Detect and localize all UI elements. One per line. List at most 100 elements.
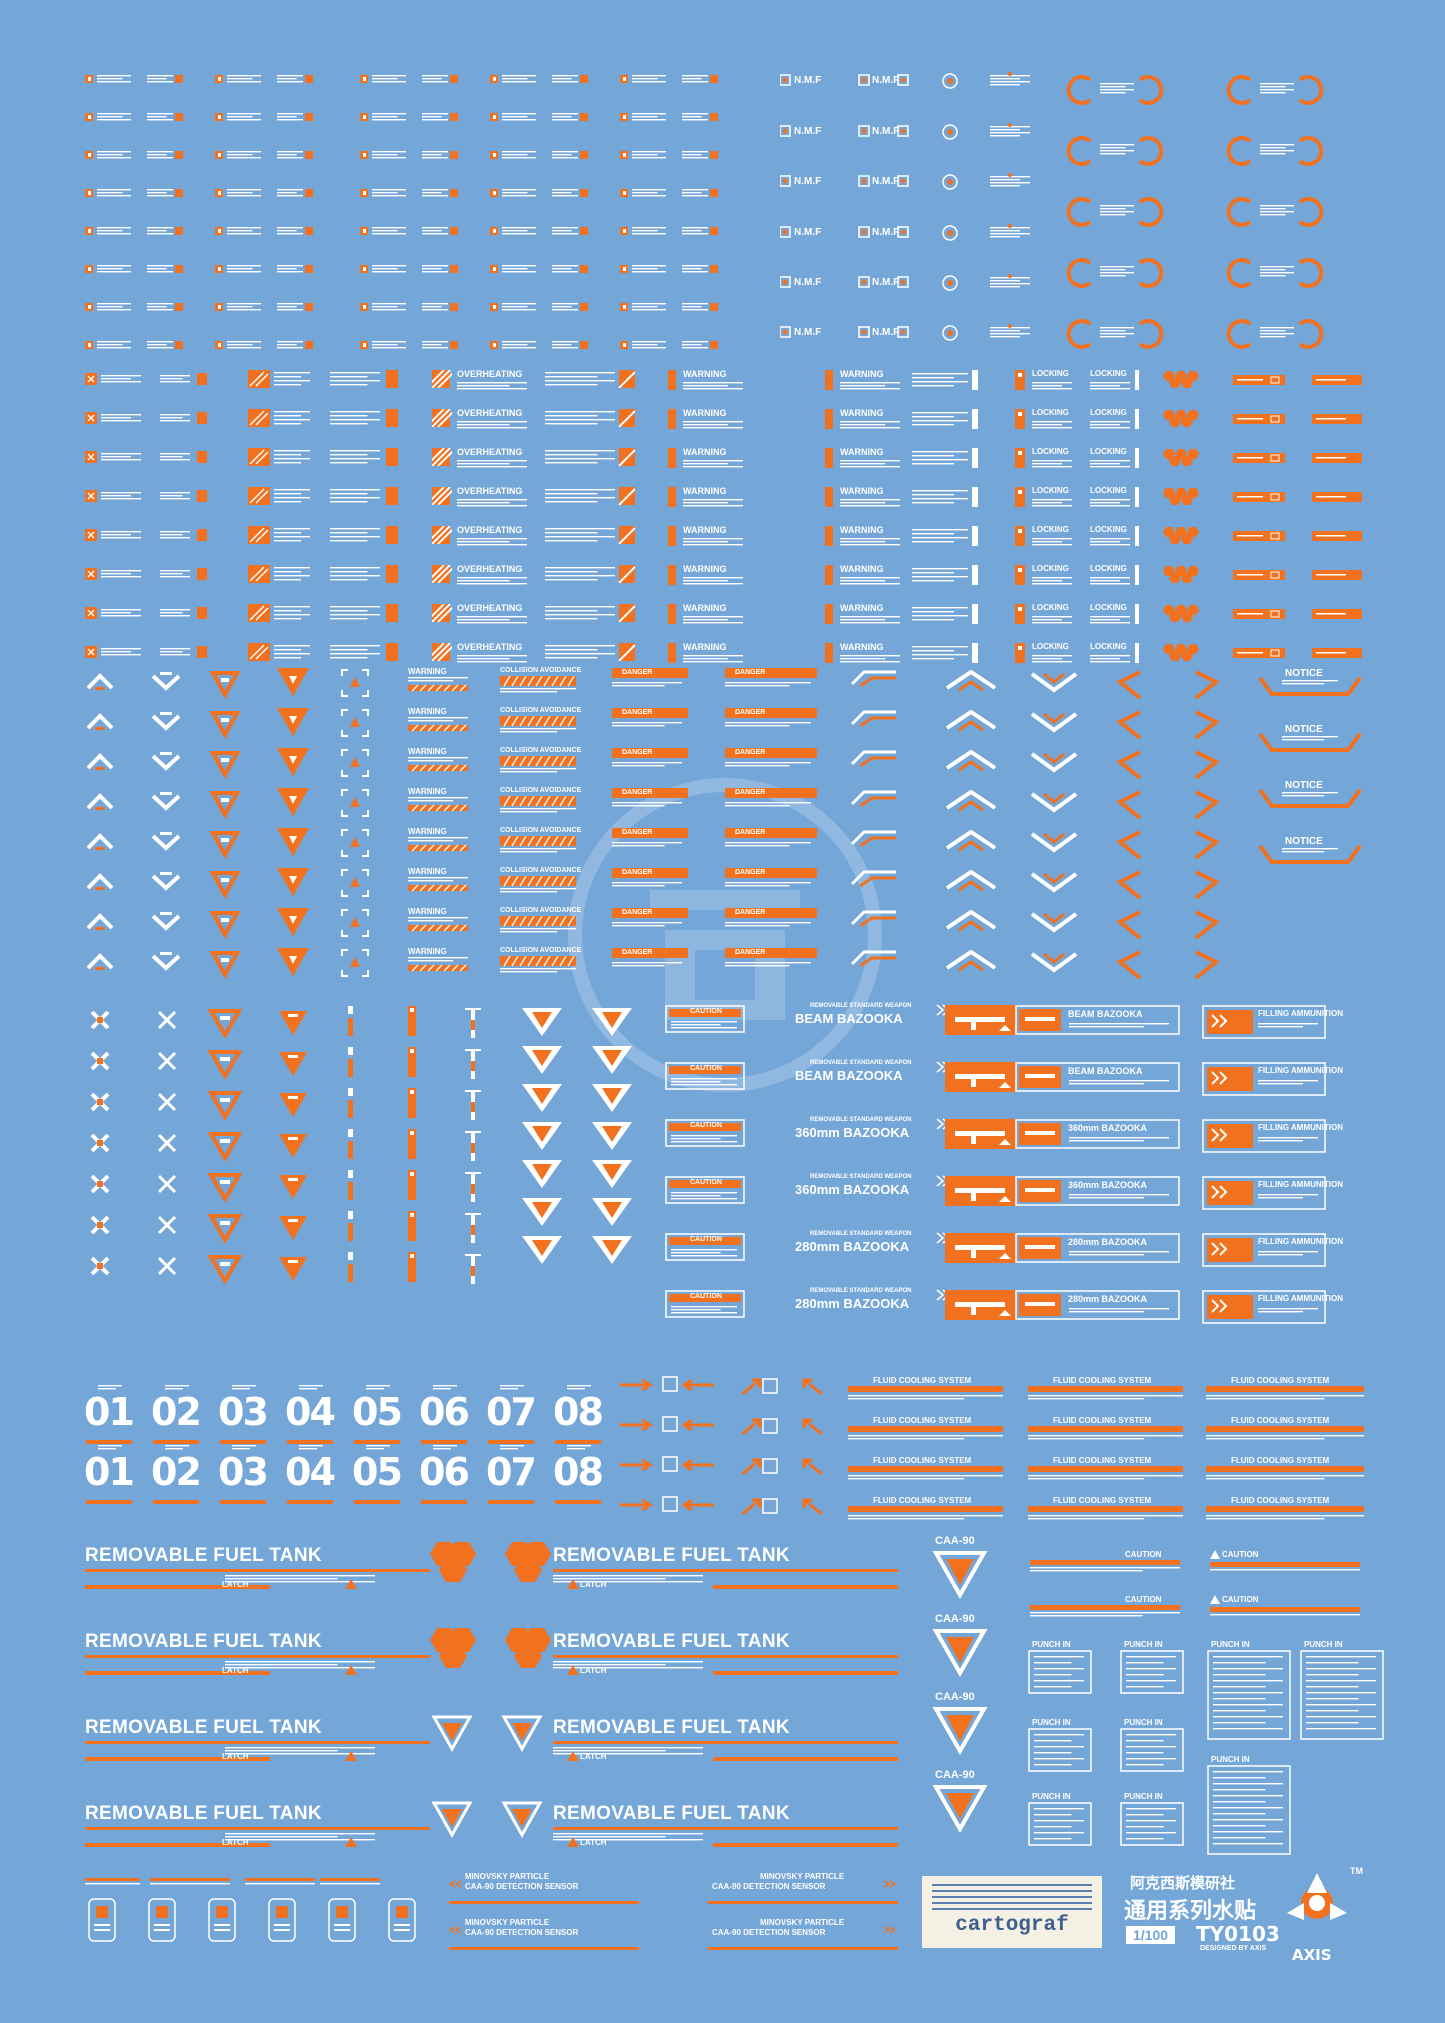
hazard-stripe-box	[425, 564, 457, 584]
hazard-stripe-box	[425, 369, 457, 389]
nmf-decal	[779, 224, 910, 240]
orange-ring-icon	[1060, 197, 1100, 227]
danger-label: DANGER	[735, 789, 766, 796]
triangle-outline-icon	[207, 1131, 243, 1162]
minovsky-label: MINOVSKY PARTICLE	[760, 1872, 845, 1881]
standard-weapon-label: REMOVABLE STANDARD WEAPON	[810, 1060, 912, 1066]
cross-icon	[155, 1049, 179, 1073]
wide-chevron-down-icon	[1030, 910, 1078, 934]
orange-strip	[1233, 567, 1285, 580]
minovsky-bar	[708, 1940, 898, 1950]
fuel-tank-underline	[553, 1569, 898, 1591]
warning-label: WARNING	[408, 867, 447, 876]
fluid-cooling-label: FLUID COOLING SYSTEM	[873, 1416, 972, 1425]
small-warning-decal	[85, 528, 215, 542]
ammunition-panel	[1202, 1176, 1326, 1210]
warning-label: WARNING	[683, 486, 727, 496]
small-label-decal	[620, 148, 720, 160]
warning-tab	[668, 448, 678, 468]
detection-label: CAA-90 DETECTION SENSOR	[712, 1882, 826, 1891]
round-target-icon	[940, 173, 960, 191]
latch-label: LATCH	[222, 1666, 249, 1675]
nmf-label: N.M.F	[794, 126, 822, 137]
round-target-icon	[940, 72, 960, 90]
warning-decal-b	[912, 604, 982, 624]
triangle-outline-icon	[209, 790, 241, 820]
triangle-outline-icon	[207, 1049, 243, 1080]
triangle-outline-icon	[209, 670, 241, 700]
fluid-cooling-label: FLUID COOLING SYSTEM	[1231, 1456, 1330, 1465]
orange-ring-icon	[1060, 75, 1100, 105]
locking-label: LOCKING	[1090, 408, 1127, 417]
danger-decal-large	[725, 788, 817, 810]
small-label-decal	[620, 338, 720, 350]
detection-label: CAA-90 DETECTION SENSOR	[465, 1882, 579, 1891]
hexagon-cluster-icon	[500, 1540, 556, 1586]
caution-box	[665, 1062, 745, 1090]
ring-text-decal	[1100, 83, 1134, 97]
fluid-cooling-bar	[848, 1506, 1003, 1522]
small-label-decal	[85, 300, 185, 312]
chevron-down-icon	[150, 750, 182, 774]
small-label-decal	[490, 262, 590, 274]
bracket-left-icon	[1110, 870, 1146, 900]
nmf-label: N.M.F	[872, 277, 900, 288]
cross-icon	[155, 1131, 179, 1155]
small-tag-decal	[328, 1898, 356, 1942]
nmf-label: N.M.F	[794, 176, 822, 187]
locking-bar	[1135, 565, 1141, 585]
caution-strip	[1030, 1550, 1180, 1572]
hexagon-cluster-icon	[1160, 409, 1200, 427]
bracket-left-icon	[1110, 790, 1146, 820]
arrow-right-icon	[618, 1378, 654, 1392]
small-label-decal	[620, 300, 720, 312]
stripe-decal	[248, 604, 312, 622]
punch-in-panel-large	[1207, 1765, 1291, 1855]
standard-weapon-label: REMOVABLE STANDARD WEAPON	[810, 1117, 912, 1123]
triangle-outline-icon	[209, 710, 241, 740]
t-marker-icon	[465, 1252, 481, 1286]
hexagon-cluster-icon	[500, 1626, 556, 1672]
small-label-decal	[490, 224, 590, 236]
triangle-filled-icon	[276, 1131, 310, 1161]
ammunition-panel	[1202, 1290, 1326, 1324]
number-caption	[433, 1382, 457, 1392]
shield-triangle-icon	[520, 1158, 564, 1190]
orange-ring-icon	[1060, 136, 1100, 166]
punch-in-label: PUNCH IN	[1211, 1640, 1250, 1649]
chevron-down-icon	[150, 670, 182, 694]
ring-text-decal	[1260, 83, 1294, 97]
danger-label: DANGER	[735, 949, 766, 956]
cartograf-badge: cartograf	[922, 1876, 1102, 1948]
punch-in-panel	[1120, 1802, 1184, 1846]
wide-chevron-down-icon	[1030, 950, 1078, 974]
number-underline	[555, 1492, 601, 1504]
small-label-decal	[360, 148, 460, 160]
bazooka-label: 280mm BAZOOKA	[795, 1296, 910, 1311]
small-tag-decal	[88, 1898, 116, 1942]
bar-marker-icon	[405, 1252, 419, 1284]
small-strip	[150, 1875, 230, 1885]
i-marker-icon	[344, 1047, 358, 1079]
warning-label: WARNING	[840, 642, 884, 652]
locking-subtext	[1032, 613, 1072, 624]
small-label-decal	[85, 110, 185, 122]
triangle-outline-icon	[207, 1090, 243, 1121]
number-underline	[287, 1492, 333, 1504]
danger-decal-large	[725, 828, 817, 850]
collision-avoidance-label: COLLISION AVOIDANCE	[500, 947, 582, 954]
bracket-left-icon	[1110, 910, 1146, 940]
triangle-filled-icon	[275, 826, 311, 858]
fuel-tank-underline	[85, 1827, 430, 1849]
wide-chevron-down-icon	[1030, 710, 1078, 734]
cross-icon	[88, 1090, 112, 1114]
brand-code: TY0103	[1196, 1922, 1280, 1946]
number-caption	[98, 1442, 122, 1452]
fluid-cooling-bar	[1206, 1426, 1364, 1442]
number-decal-04: 04	[285, 1450, 336, 1494]
overheating-label: OVERHEATING	[457, 642, 523, 652]
fluid-cooling-label: FLUID COOLING SYSTEM	[1053, 1416, 1152, 1425]
triangle-filled-icon	[275, 866, 311, 898]
bracket-alert-icon	[340, 708, 370, 738]
